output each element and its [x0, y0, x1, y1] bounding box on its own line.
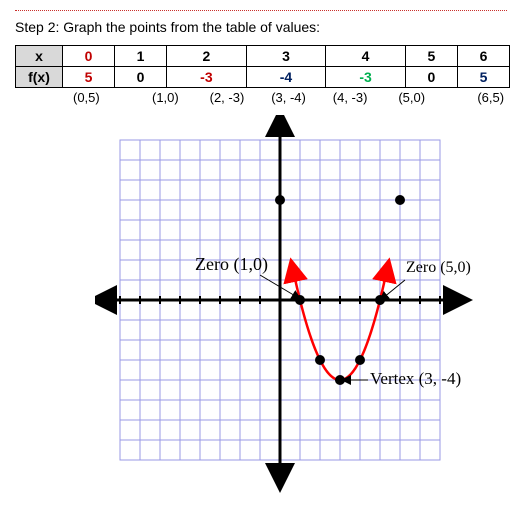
- parabola-graph: Zero (1,0) Zero (5,0) Vertex (3, -4): [95, 115, 485, 495]
- fx-cell: 5: [457, 67, 509, 88]
- x-cell: 6: [457, 46, 509, 67]
- svg-text:Zero (1,0): Zero (1,0): [195, 254, 268, 275]
- coord: (0,5): [61, 90, 135, 105]
- fx-cell: -4: [246, 67, 326, 88]
- table-row-x: x 0 1 2 3 4 5 6: [16, 46, 510, 67]
- coord: (4, -3): [319, 90, 381, 105]
- graph-container: Zero (1,0) Zero (5,0) Vertex (3, -4): [95, 115, 507, 498]
- fx-cell: 0: [115, 67, 167, 88]
- x-cell: 2: [167, 46, 247, 67]
- coord: (5,0): [381, 90, 443, 105]
- svg-text:Zero (5,0): Zero (5,0): [406, 259, 471, 276]
- coord: (3, -4): [258, 90, 320, 105]
- svg-text:Vertex (3, -4): Vertex (3, -4): [370, 369, 461, 388]
- separator: [15, 10, 507, 11]
- step-heading: Step 2: Graph the points from the table …: [15, 19, 507, 35]
- x-cell: 5: [405, 46, 457, 67]
- fx-cell: 0: [405, 67, 457, 88]
- fx-cell: 5: [63, 67, 115, 88]
- coord-labels: (0,5) (1,0) (2, -3) (3, -4) (4, -3) (5,0…: [15, 90, 510, 105]
- fx-cell: -3: [326, 67, 406, 88]
- fx-cell: -3: [167, 67, 247, 88]
- values-table: x 0 1 2 3 4 5 6 f(x) 5 0 -3 -4 -3 0 5: [15, 45, 510, 88]
- fx-header: f(x): [16, 67, 63, 88]
- coord: (1,0): [135, 90, 197, 105]
- coord: (6,5): [442, 90, 510, 105]
- x-cell: 4: [326, 46, 406, 67]
- coord: (2, -3): [196, 90, 258, 105]
- table-row-fx: f(x) 5 0 -3 -4 -3 0 5: [16, 67, 510, 88]
- x-cell: 0: [63, 46, 115, 67]
- x-cell: 1: [115, 46, 167, 67]
- x-header: x: [16, 46, 63, 67]
- x-cell: 3: [246, 46, 326, 67]
